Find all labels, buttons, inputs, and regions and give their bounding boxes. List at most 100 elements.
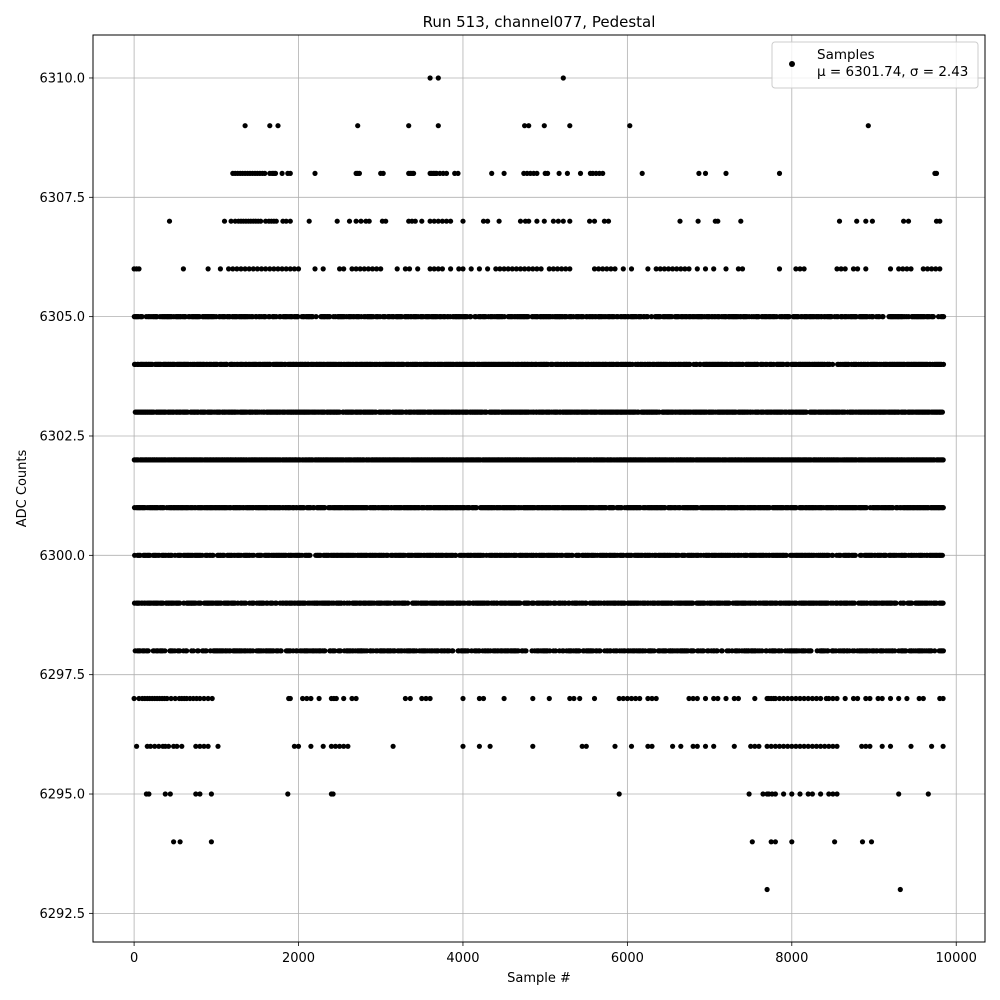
data-point — [633, 695, 639, 702]
data-point — [322, 505, 328, 511]
data-point — [275, 266, 281, 272]
data-point — [555, 218, 561, 224]
data-point — [665, 266, 672, 272]
data-point — [731, 743, 737, 749]
data-point — [353, 218, 359, 224]
data-point — [830, 791, 836, 797]
data-point — [797, 266, 803, 272]
data-point — [865, 123, 871, 129]
data-point — [715, 218, 721, 224]
data-point — [645, 266, 651, 272]
data-point — [805, 791, 811, 797]
data-point — [246, 266, 252, 272]
data-point — [908, 743, 914, 749]
data-point — [168, 695, 174, 702]
data-point — [341, 266, 347, 272]
data-point — [904, 695, 910, 702]
data-point — [291, 266, 297, 272]
data-point — [538, 266, 544, 272]
data-point — [526, 266, 532, 272]
data-point — [287, 170, 293, 176]
data-point — [254, 266, 260, 272]
data-point — [696, 170, 702, 176]
data-point — [940, 457, 946, 463]
data-point — [334, 218, 340, 224]
data-point — [930, 314, 937, 320]
data-point — [193, 791, 199, 797]
data-point — [604, 266, 610, 272]
data-point — [208, 791, 214, 797]
data-point — [756, 743, 762, 749]
data-point — [250, 266, 256, 272]
data-point — [295, 266, 302, 272]
data-point — [460, 218, 466, 224]
data-point — [686, 266, 692, 272]
data-point — [541, 123, 547, 129]
data-point — [295, 314, 301, 320]
data-point — [526, 218, 532, 224]
data-point — [591, 695, 598, 702]
data-point — [197, 695, 203, 702]
data-point — [304, 695, 310, 702]
data-point — [789, 839, 795, 845]
data-point — [571, 695, 577, 702]
data-point — [768, 839, 774, 845]
data-point — [776, 170, 783, 176]
data-point — [826, 695, 832, 702]
data-point — [616, 695, 622, 702]
data-point — [711, 695, 717, 702]
data-point — [307, 552, 313, 558]
data-point — [855, 695, 861, 702]
data-point — [880, 314, 886, 320]
data-point — [577, 170, 584, 176]
data-point — [867, 695, 873, 702]
data-point — [509, 266, 515, 272]
data-point — [723, 170, 729, 176]
data-point — [781, 791, 787, 797]
data-point — [624, 695, 631, 702]
data-point — [723, 266, 729, 272]
data-point — [670, 743, 676, 749]
data-point — [801, 695, 807, 702]
data-point — [805, 695, 811, 702]
data-point — [830, 695, 836, 702]
data-point — [695, 218, 701, 224]
data-point — [201, 743, 207, 749]
data-point — [772, 839, 779, 845]
data-point — [809, 743, 816, 749]
data-point — [836, 218, 843, 224]
data-point — [591, 218, 598, 224]
data-point — [678, 266, 684, 272]
data-point — [493, 266, 499, 272]
data-point — [468, 314, 474, 320]
data-point — [139, 314, 145, 320]
data-point — [415, 266, 421, 272]
data-point — [356, 170, 362, 176]
data-point — [525, 314, 531, 320]
data-point — [605, 218, 612, 224]
data-point — [556, 170, 562, 176]
data-point — [228, 218, 234, 224]
data-point — [320, 266, 326, 272]
data-point — [285, 791, 291, 797]
data-point — [221, 218, 228, 224]
data-point — [863, 266, 869, 272]
data-point — [832, 839, 838, 845]
grid-lines — [93, 35, 985, 942]
data-point — [789, 791, 795, 797]
data-point — [929, 266, 935, 272]
data-point — [805, 743, 811, 749]
data-point — [690, 743, 696, 749]
data-point — [764, 743, 770, 749]
data-point — [423, 695, 429, 702]
data-point — [179, 743, 185, 749]
data-point — [731, 695, 737, 702]
data-point — [205, 266, 211, 272]
data-point — [768, 743, 774, 749]
data-point — [180, 266, 186, 272]
data-points — [131, 75, 947, 893]
data-point — [355, 123, 361, 129]
data-point — [826, 791, 832, 797]
data-point — [818, 791, 824, 797]
